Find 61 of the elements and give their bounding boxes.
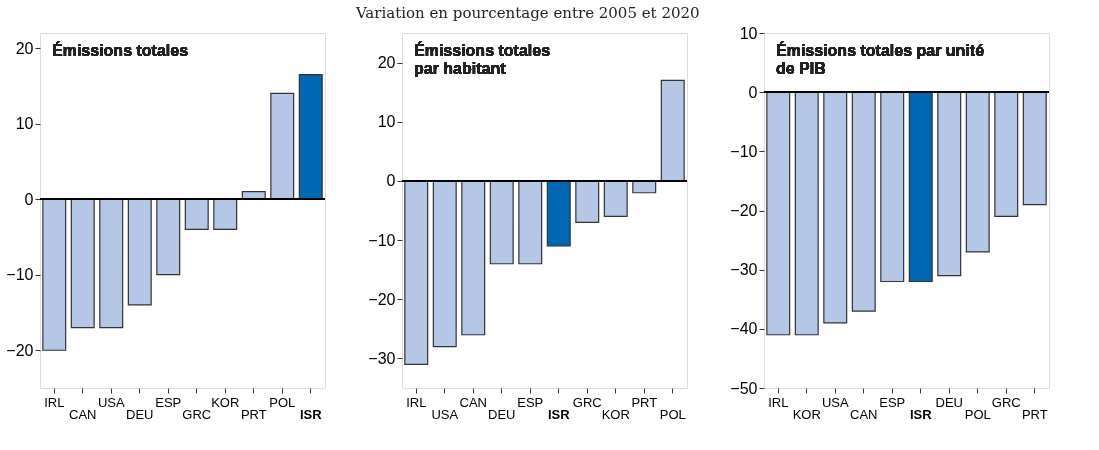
bar xyxy=(127,198,152,306)
bar xyxy=(156,198,181,276)
y-tick-label: 10 xyxy=(739,24,758,42)
x-tick-label: CAN xyxy=(459,394,487,410)
y-tick-label: 10 xyxy=(377,113,396,131)
x-tick-label: USA xyxy=(97,394,125,410)
text: Émissions totales par habitant xyxy=(414,41,551,77)
y-tick-label: −30 xyxy=(730,261,758,279)
x-tick-label: GRC xyxy=(991,394,1021,410)
x-tick-label: ISR xyxy=(547,406,571,422)
x-tick-label: CAN xyxy=(850,406,878,422)
x-tick-label: ESP xyxy=(517,394,544,410)
y-tick-label: −20 xyxy=(6,341,34,359)
y-tick-label: −10 xyxy=(368,231,396,249)
x-tick-label: IRL xyxy=(768,394,789,410)
x-tick-label: USA xyxy=(821,394,849,410)
y-tick-label: 20 xyxy=(377,54,396,72)
y-tick-label: −10 xyxy=(6,266,34,284)
x-tick-label: POL xyxy=(659,406,686,422)
y-tick-label: −30 xyxy=(368,349,396,367)
bar xyxy=(213,198,238,230)
y-tick-label: 20 xyxy=(15,39,34,57)
y-tick-label: 0 xyxy=(748,83,758,101)
x-tick-label: GRC xyxy=(182,406,212,422)
x-tick-label: USA xyxy=(431,406,459,422)
x-tick-label: KOR xyxy=(211,394,240,410)
y-tick-label: 10 xyxy=(15,115,34,133)
y-tick-label: −10 xyxy=(730,142,758,160)
x-tick-label: CAN xyxy=(69,406,97,422)
y-tick-label: −40 xyxy=(730,320,758,338)
x-tick-label: ESP xyxy=(155,394,182,410)
x-tick-label: DEU xyxy=(126,406,154,422)
x-tick-label: KOR xyxy=(601,406,630,422)
x-tick-label: KOR xyxy=(792,406,821,422)
y-tick-label: −20 xyxy=(368,290,396,308)
bar xyxy=(270,92,295,200)
y-tick-label: 0 xyxy=(386,172,396,190)
x-tick-label: GRC xyxy=(572,394,602,410)
y-tick-label: −20 xyxy=(730,202,758,219)
bar xyxy=(99,198,124,329)
bar xyxy=(298,73,323,200)
bar xyxy=(241,191,266,200)
x-tick-label: ISR xyxy=(299,406,323,422)
bar xyxy=(184,198,209,230)
x-tick-label: POL xyxy=(269,394,296,410)
x-tick-label: DEU xyxy=(488,406,516,422)
y-tick-label: 0 xyxy=(24,190,34,208)
bar xyxy=(70,198,95,329)
x-tick-label: IRL xyxy=(44,394,65,410)
x-tick-label: PRT xyxy=(240,406,267,422)
x-tick-label: PRT xyxy=(1021,406,1048,422)
text: Émissions totales par unité de PIB xyxy=(776,41,985,77)
y-tick-label: −50 xyxy=(730,379,758,397)
chart-subtitle: Variation en pourcentage entre 2005 et 2020 xyxy=(354,3,700,22)
x-tick-label: ESP xyxy=(879,394,906,410)
x-tick-label: ISR xyxy=(909,406,933,422)
text: Émissions totales xyxy=(52,41,189,59)
x-tick-label: DEU xyxy=(935,394,963,410)
x-tick-label: IRL xyxy=(406,394,427,410)
x-tick-label: PRT xyxy=(631,394,658,410)
x-tick-label: POL xyxy=(964,406,991,422)
